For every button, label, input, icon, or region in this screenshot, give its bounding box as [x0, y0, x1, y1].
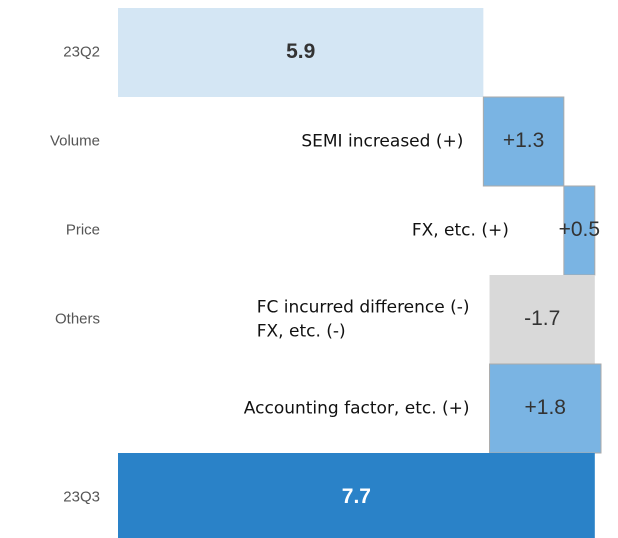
value-label: +1.3 [503, 129, 544, 152]
value-label: 5.9 [286, 40, 315, 63]
bar [118, 453, 595, 538]
annotation: FX, etc. (-) [257, 322, 346, 342]
bar [563, 185, 596, 276]
annotation: Accounting factor, etc. (+) [244, 399, 470, 419]
category-label: Others [55, 310, 100, 327]
bar [118, 8, 484, 97]
annotation: FX, etc. (+) [412, 221, 509, 241]
value-label: +1.8 [525, 396, 566, 419]
category-label: Price [66, 221, 100, 238]
value-label: 7.7 [342, 485, 371, 508]
bar [489, 275, 595, 364]
annotation: SEMI increased (+) [301, 132, 463, 152]
bar [482, 96, 565, 187]
category-label: 23Q2 [63, 43, 100, 60]
category-label: 23Q3 [63, 488, 100, 505]
category-label: Volume [50, 132, 100, 149]
annotation: FC incurred difference (-) [257, 298, 470, 318]
value-label: +0.5 [559, 218, 600, 241]
value-label: -1.7 [524, 307, 560, 330]
bar [489, 363, 602, 454]
